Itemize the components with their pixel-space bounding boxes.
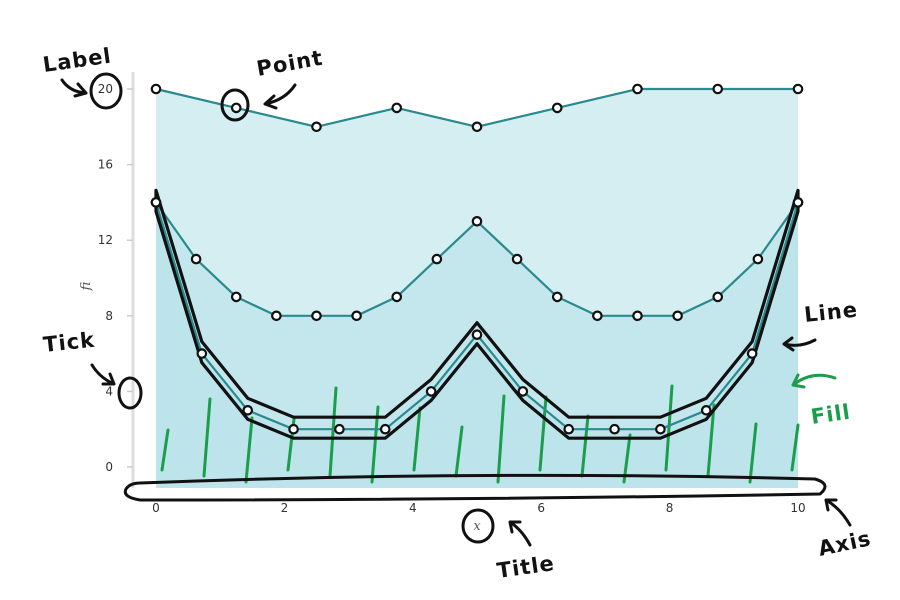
data-point-f2 <box>271 310 282 322</box>
data-points <box>150 83 804 435</box>
data-point-f1 <box>391 102 403 114</box>
data-point-f1 <box>471 121 483 133</box>
hatch-stroke <box>664 384 674 472</box>
data-point-f3 <box>746 348 758 359</box>
title-annotation: Title <box>495 551 556 583</box>
data-point-f3 <box>700 404 712 416</box>
point-circle <box>220 88 250 122</box>
sketch-highlights <box>154 188 800 440</box>
axis-arrow <box>824 498 852 527</box>
data-point-f2 <box>712 291 724 303</box>
data-point-f2 <box>351 310 362 322</box>
x-tick-label: 4 <box>409 501 417 515</box>
tick-circle <box>117 376 143 410</box>
data-point-f3 <box>655 423 666 435</box>
hatch-stroke <box>370 405 380 484</box>
hatch-stroke <box>328 386 338 478</box>
fill-annotation: Fill <box>809 400 852 429</box>
data-point-f3 <box>379 423 391 435</box>
data-point-f2 <box>672 310 683 322</box>
y-tick-label: 12 <box>98 233 113 247</box>
point-arrow <box>263 83 297 110</box>
line-arrow <box>782 336 817 352</box>
data-point-f2 <box>551 291 563 303</box>
data-point-f1 <box>311 121 322 133</box>
hatch-stroke <box>580 414 590 478</box>
data-point-f1 <box>712 83 724 95</box>
point-annotation: Point <box>255 46 325 81</box>
data-point-f2 <box>311 310 322 322</box>
hatch-stroke <box>622 433 632 484</box>
hatch-stroke <box>202 397 212 478</box>
label-arrow <box>60 78 88 98</box>
hatch-stroke <box>412 406 422 472</box>
hatch-stroke <box>790 423 800 472</box>
x-axis-title: x <box>473 519 481 534</box>
data-point-f1 <box>230 102 242 114</box>
data-point-f2 <box>190 253 202 265</box>
data-point-f3 <box>792 197 804 208</box>
x-tick-label: 2 <box>281 501 289 515</box>
data-point-f3 <box>609 423 620 435</box>
data-point-f2 <box>632 310 643 322</box>
hatch-stroke <box>706 403 716 478</box>
hatch-stroke <box>496 394 506 484</box>
label-annotation: Label <box>41 44 113 77</box>
tick-annotation: Tick <box>42 328 96 357</box>
y-tick-label: 4 <box>105 384 113 398</box>
line-outline-sketch <box>154 188 800 440</box>
line-annotation: Line <box>803 297 859 326</box>
data-point-f2 <box>511 253 523 265</box>
title-arrow <box>508 520 532 547</box>
data-point-f3 <box>334 423 345 435</box>
x-tick-label: 10 <box>790 501 805 515</box>
hatch-stroke <box>454 425 464 478</box>
data-point-f1 <box>551 102 563 114</box>
data-point-f2 <box>592 310 603 322</box>
y-tick-label: 20 <box>98 82 113 96</box>
x-tick-label: 8 <box>666 501 674 515</box>
data-point-f2 <box>752 253 764 265</box>
data-point-f3 <box>196 348 208 359</box>
data-point-f3 <box>425 386 437 397</box>
label-circle <box>89 72 123 110</box>
data-point-f2 <box>230 291 242 303</box>
y-axis-title: fi <box>79 282 94 292</box>
data-point-f1 <box>632 83 643 95</box>
y-tick-label: 16 <box>98 158 113 172</box>
fill-arrow <box>791 373 837 389</box>
x-tick-label: 6 <box>537 501 545 515</box>
data-point-f3 <box>517 386 529 397</box>
x-axis: 0 2 4 6 8 10 <box>152 501 805 515</box>
title-circle <box>461 508 495 544</box>
x-tick-label: 0 <box>152 501 160 515</box>
hatch-stroke <box>748 422 758 484</box>
hatch-stroke <box>160 428 170 472</box>
hatch-stroke <box>244 416 254 484</box>
data-point-f2 <box>471 216 483 227</box>
data-point-f3 <box>563 423 575 435</box>
data-point-f2 <box>391 291 403 303</box>
data-point-f1 <box>792 83 804 95</box>
data-point-f3 <box>288 423 299 435</box>
y-tick-label: 8 <box>105 309 113 323</box>
data-point-f3 <box>242 404 254 416</box>
data-point-f1 <box>150 83 162 95</box>
axis-loop <box>123 473 827 502</box>
data-point-f3 <box>471 329 483 340</box>
data-point-f2 <box>431 253 443 265</box>
data-point-f3 <box>150 197 162 208</box>
y-tick-label: 0 <box>105 460 113 474</box>
y-axis: 0 4 8 12 16 20 <box>98 82 133 474</box>
tick-arrow <box>90 363 116 386</box>
axis-annotation: Axis <box>816 526 873 561</box>
annotations <box>60 72 852 547</box>
